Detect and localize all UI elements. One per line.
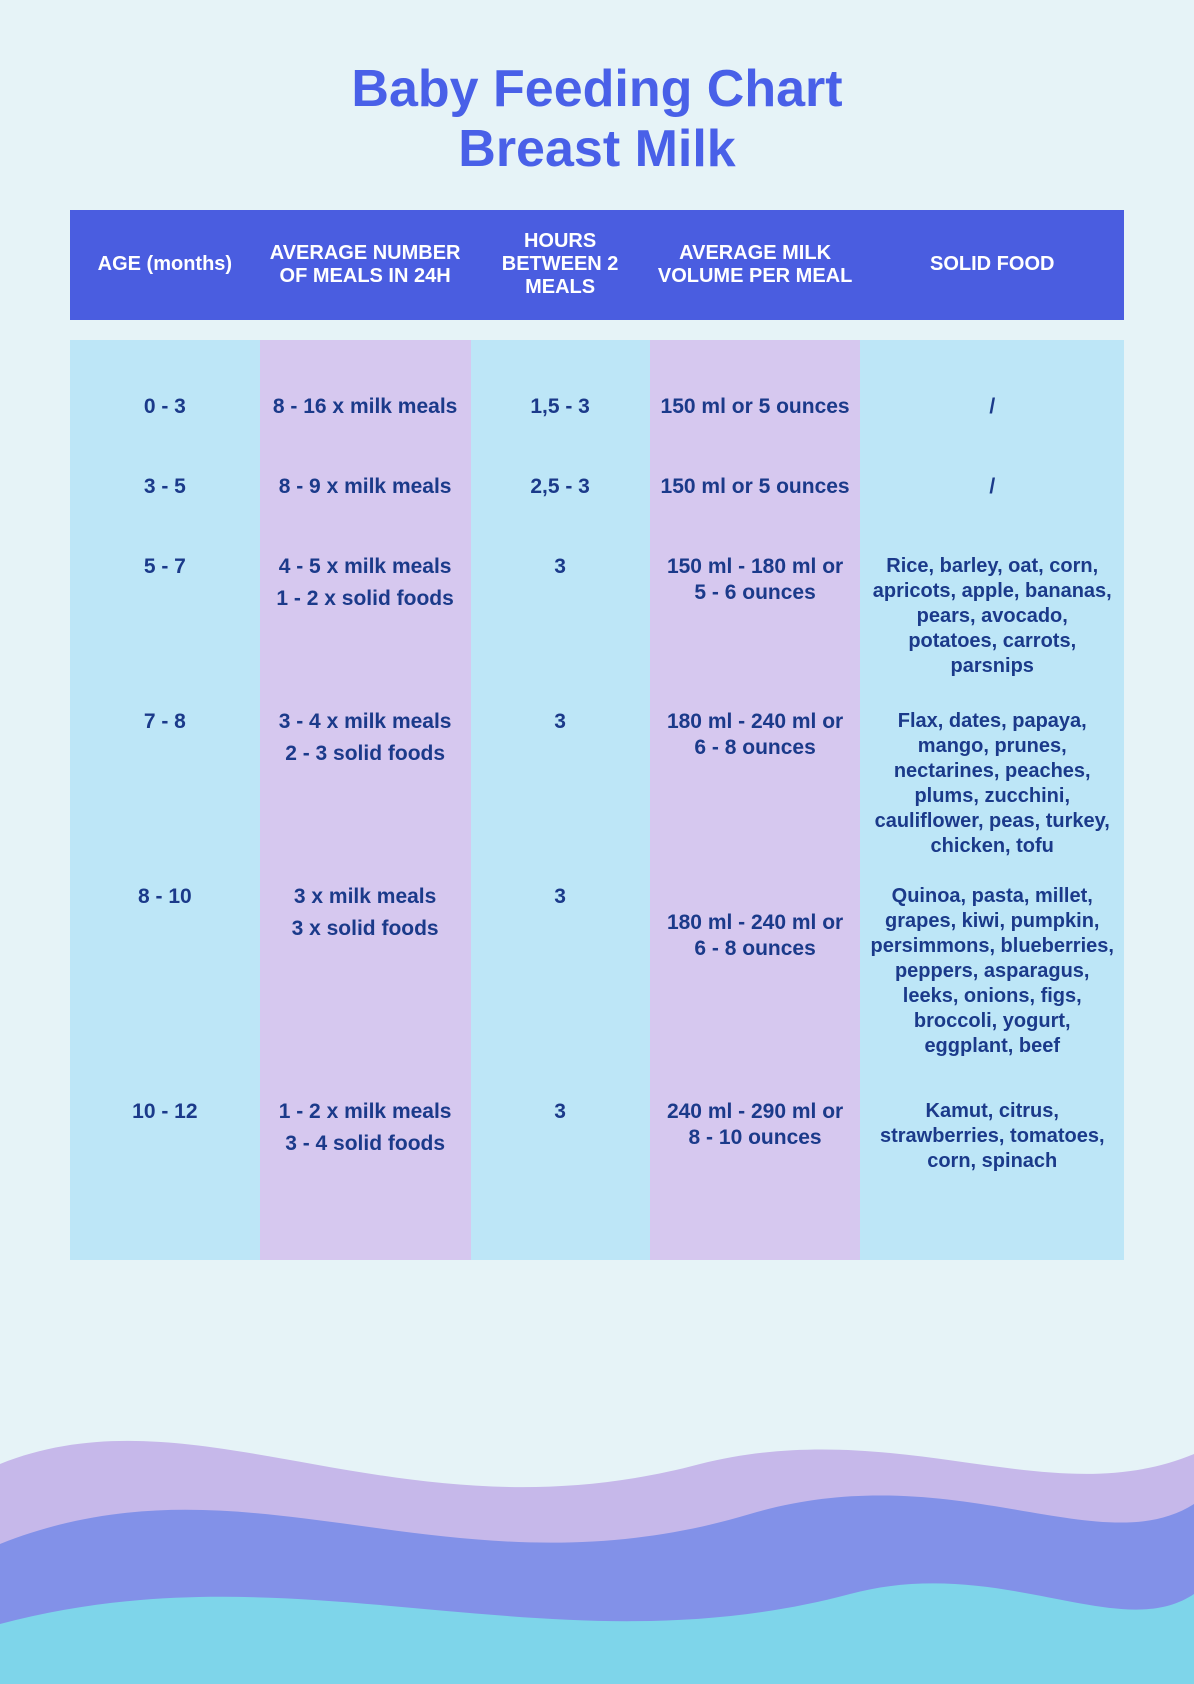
cell-volume: 240 ml - 290 ml or 8 - 10 ounces <box>650 1085 861 1220</box>
cell-volume: 150 ml - 180 ml or 5 - 6 ounces <box>650 540 861 695</box>
cell-meals: 8 - 16 x milk meals <box>260 380 471 460</box>
cell-age: 5 - 7 <box>70 540 260 695</box>
cell-solid: Kamut, citrus, strawberries, tomatoes, c… <box>860 1085 1124 1220</box>
table-body: 0 - 3 3 - 5 5 - 7 7 - 8 8 - 10 10 - 12 8… <box>70 340 1124 1260</box>
title-line-1: Baby Feeding Chart <box>351 60 842 118</box>
header-hours: HOURS BETWEEN 2 MEALS <box>471 216 650 313</box>
table-header: AGE (months) AVERAGE NUMBER OF MEALS IN … <box>70 210 1124 320</box>
cell-hours: 1,5 - 3 <box>471 380 650 460</box>
cell-age: 3 - 5 <box>70 460 260 540</box>
cell-solid: / <box>860 380 1124 460</box>
cell-meals: 8 - 9 x milk meals <box>260 460 471 540</box>
page: Baby Feeding Chart Breast Milk AGE (mont… <box>0 0 1194 1684</box>
cell-volume: 180 ml - 240 ml or 6 - 8 ounces <box>650 870 861 1085</box>
header-age: AGE (months) <box>70 239 260 290</box>
cell-solid: / <box>860 460 1124 540</box>
cell-solid: Quinoa, pasta, millet, grapes, kiwi, pum… <box>860 870 1124 1085</box>
cell-meals: 4 - 5 x milk meals1 - 2 x solid foods <box>260 540 471 695</box>
cell-age: 7 - 8 <box>70 695 260 870</box>
col-volume: 150 ml or 5 ounces 150 ml or 5 ounces 15… <box>650 340 861 1260</box>
cell-meals: 3 - 4 x milk meals2 - 3 solid foods <box>260 695 471 870</box>
cell-hours: 3 <box>471 695 650 870</box>
page-title: Baby Feeding Chart Breast Milk <box>70 60 1124 180</box>
cell-solid: Rice, barley, oat, corn, apricots, apple… <box>860 540 1124 695</box>
cell-volume: 180 ml - 240 ml or 6 - 8 ounces <box>650 695 861 870</box>
cell-hours: 3 <box>471 1085 650 1220</box>
cell-hours: 2,5 - 3 <box>471 460 650 540</box>
cell-volume: 150 ml or 5 ounces <box>650 380 861 460</box>
cell-meals: 1 - 2 x milk meals3 - 4 solid foods <box>260 1085 471 1220</box>
col-age: 0 - 3 3 - 5 5 - 7 7 - 8 8 - 10 10 - 12 <box>70 340 260 1260</box>
cell-hours: 3 <box>471 540 650 695</box>
cell-age: 0 - 3 <box>70 380 260 460</box>
header-solid: SOLID FOOD <box>860 239 1124 290</box>
col-solid: / / Rice, barley, oat, corn, apricots, a… <box>860 340 1124 1260</box>
header-gap <box>70 320 1124 340</box>
title-line-2: Breast Milk <box>458 120 735 178</box>
cell-meals: 3 x milk meals3 x solid foods <box>260 870 471 1085</box>
header-volume: AVERAGE MILK VOLUME PER MEAL <box>650 228 861 302</box>
cell-hours: 3 <box>471 870 650 1085</box>
col-meals: 8 - 16 x milk meals 8 - 9 x milk meals 4… <box>260 340 471 1260</box>
cell-solid: Flax, dates, papaya, mango, prunes, nect… <box>860 695 1124 870</box>
col-hours: 1,5 - 3 2,5 - 3 3 3 3 3 <box>471 340 650 1260</box>
cell-volume: 150 ml or 5 ounces <box>650 460 861 540</box>
cell-age: 10 - 12 <box>70 1085 260 1220</box>
cell-age: 8 - 10 <box>70 870 260 1085</box>
header-meals: AVERAGE NUMBER OF MEALS IN 24H <box>260 228 471 302</box>
